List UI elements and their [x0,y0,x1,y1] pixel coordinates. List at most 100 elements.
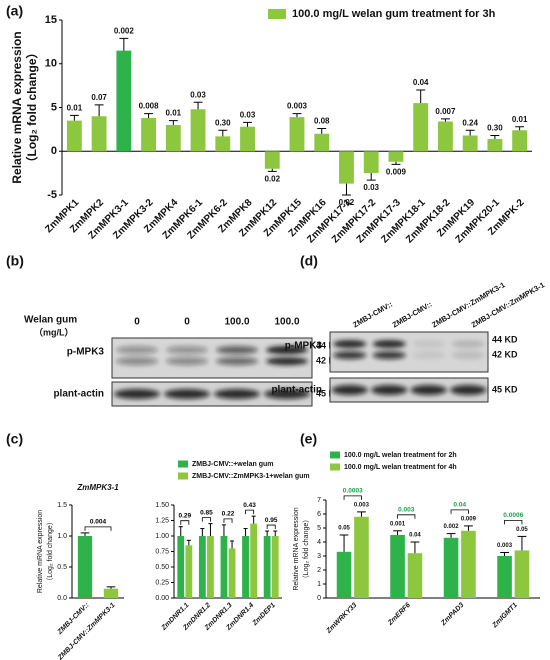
p-value-label: 0.003 [354,502,370,508]
y-tick-label: 1.00 [155,533,169,540]
bracket [450,509,469,514]
x-tick-label: ZmPAD3 [440,602,466,628]
y-axis-label: Relative mRNA expression [293,507,300,590]
y-axis-label: Relative mRNA expression [10,31,24,183]
p-value-label: 0.009 [461,516,477,522]
y-axis-label: Relative mRNA expression [37,510,44,593]
p-value-label: 0.04 [413,78,429,87]
p-value-label: 0.30 [215,118,231,127]
bar [289,117,305,152]
blot-row-label: p-MPK3 [285,341,323,352]
panel-label: (a) [6,3,23,19]
bar [242,536,249,598]
y-tick-label: 0.0 [57,595,67,602]
y-tick-label: 3 [317,553,321,560]
y-tick-label: 7 [317,497,321,504]
blot-row-label: plant-actin [271,385,322,396]
bar [314,133,330,152]
legend-swatch [178,460,188,468]
p-value-label: 0.003 [287,102,308,111]
bracket-label: 0.04 [453,502,466,509]
bar [116,50,132,152]
bar [263,536,271,598]
x-tick-label: ZmERF6 [386,602,412,628]
bar [177,536,185,598]
panel-label: (c) [6,431,23,447]
bracket-label: 0.003 [398,507,415,514]
size-marker: 45 KD [316,388,342,398]
bracket-label: 0.85 [200,509,213,516]
panel-label: (d) [300,253,318,269]
legend-swatch [178,472,188,480]
bar [413,103,429,152]
y-tick-label: 1.25 [155,517,169,524]
bracket-label: 0.004 [90,519,107,526]
bracket-label: 0.29 [178,512,191,519]
bar [250,523,258,598]
bracket [343,495,362,500]
y-tick-label: 0.25 [155,579,169,586]
lane-label: 0 [184,317,190,328]
blot-band [266,357,308,366]
legend-swatch [268,9,286,19]
bar [207,536,214,598]
bar [462,135,478,152]
bracket-label: 0.22 [222,511,235,518]
blot-header: Welan gum [24,315,77,326]
p-value-label: 0.05 [338,526,350,532]
p-value-label: 0.009 [386,167,407,176]
p-value-label: 0.01 [166,109,182,118]
bar [512,130,528,152]
blot-band [266,346,308,354]
y-tick-label: 1 [317,581,321,588]
y-tick-label: 6 [317,511,321,518]
bracket [84,526,112,531]
lane-label: ZMBJ-CMV::ZmMPK3-1 [430,280,506,329]
p-value-label: 0.05 [516,527,528,533]
bar [215,136,231,152]
y-tick-label: 0.00 [155,595,169,602]
bar [185,545,193,598]
bracket [223,518,233,523]
legend-label: ZMBJ-CMV::+welan gum [192,461,273,468]
y-tick-label: 1.0 [57,533,67,540]
bar [228,548,236,598]
blot-band [372,340,406,348]
p-value-label: 0.001 [390,521,406,527]
bar [461,530,476,598]
y-tick-label: 5 [317,525,321,532]
bar [438,121,453,152]
blot-band [264,389,310,399]
bar [336,551,352,598]
panel-label: (e) [300,431,317,447]
p-value-label: 0.007 [435,107,456,116]
size-marker: 44 KD [492,334,518,344]
lane-label: ZMBJ-CMV::ZmMPK3-1 [470,280,546,329]
bar [443,537,459,598]
y-tick-label: 4 [317,539,321,546]
blot-band [451,340,485,348]
bar [339,151,354,184]
legend-label: 100.0 mg/L welan gum treatment for 3h [292,8,496,20]
p-value-label: 0.02 [339,198,355,207]
x-tick-label: ZmIGMT1 [491,602,519,630]
p-value-label: 0.002 [114,26,135,35]
y-tick-label: 0.5 [57,564,67,571]
bar [103,588,119,598]
y-tick-label: 1.5 [57,502,67,509]
legend-label: 100.0 mg/L welan treatment for 2h [344,452,457,459]
bracket [201,517,211,522]
legend-swatch [330,463,340,471]
chart-title: ZmMPK3-1 [76,483,119,492]
size-marker: 42 KD [492,349,518,359]
blot-band [216,346,258,354]
bar [77,536,93,598]
bar [354,516,369,598]
bracket [266,524,276,530]
panel-label: (b) [6,253,24,269]
p-value-label: 0.01 [67,103,83,112]
y-tick-label: -5 [47,189,57,201]
lane-label: ZMBJ-CMV:: [351,300,394,330]
blot-band [331,385,368,395]
bar [363,151,379,174]
